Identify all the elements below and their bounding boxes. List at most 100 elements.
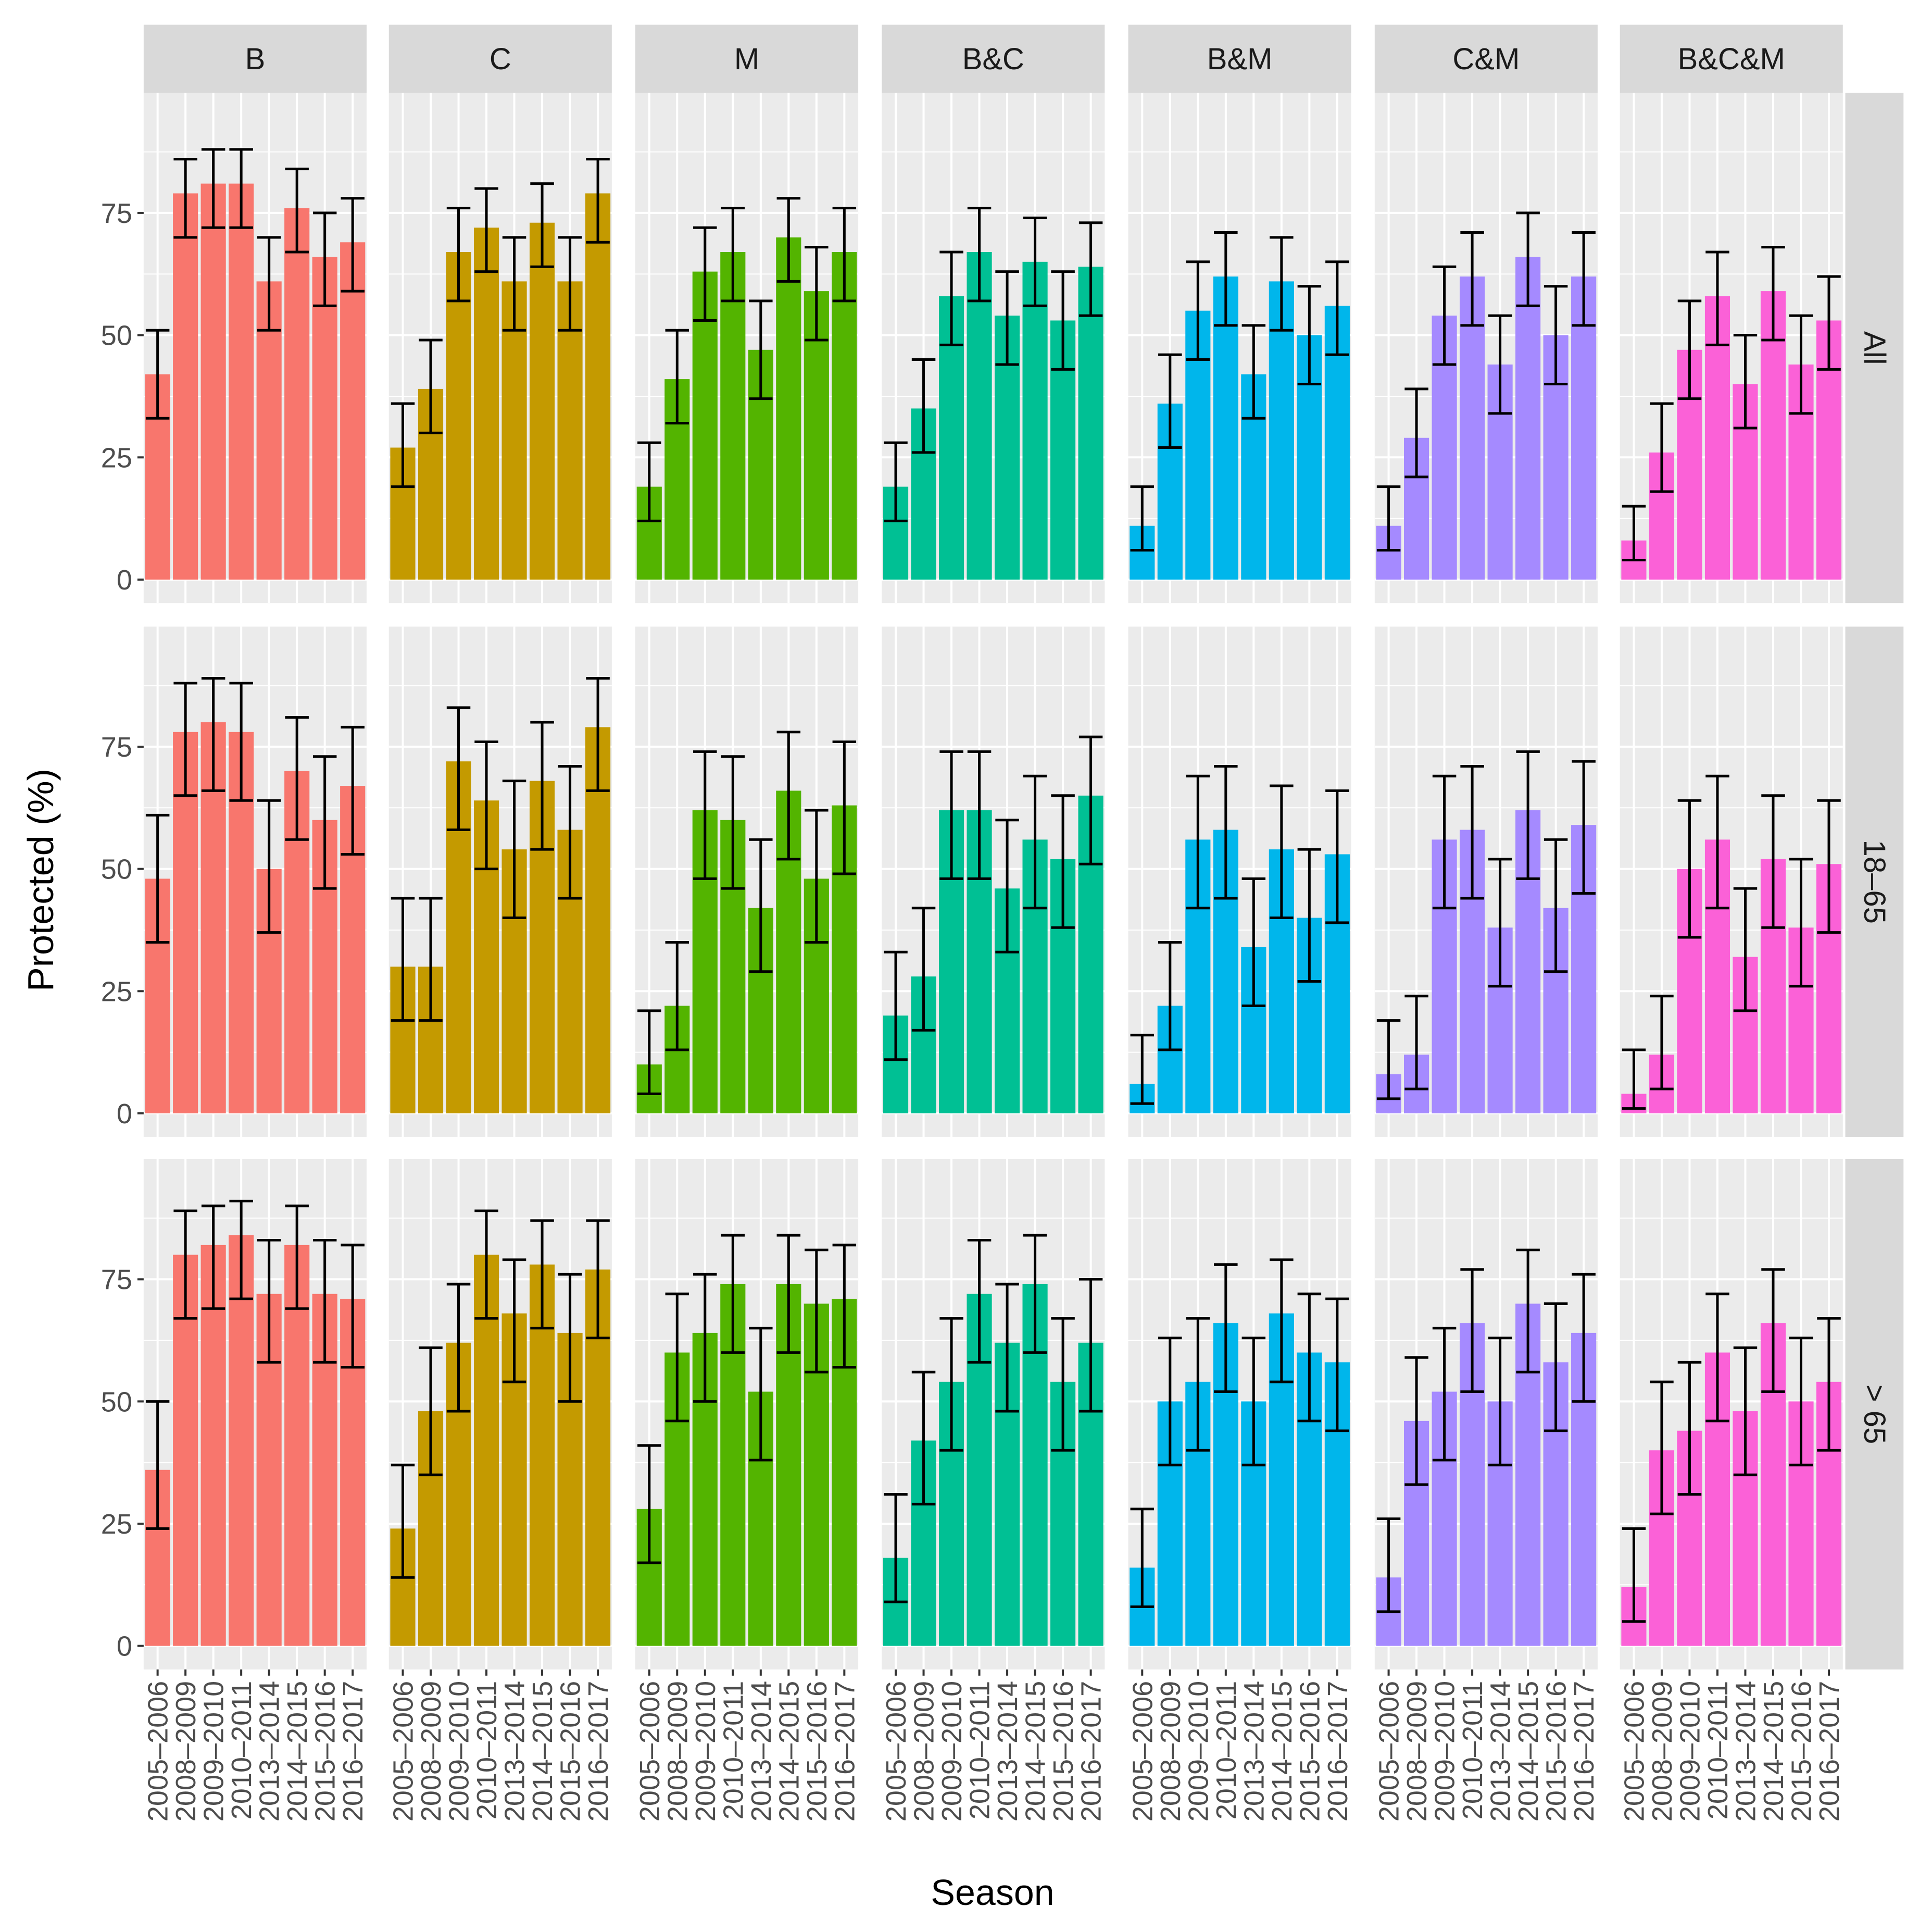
error-bar	[1023, 774, 1047, 910]
facet-panel	[388, 93, 612, 604]
x-tick-label: 2010–2011	[1702, 1681, 1734, 1819]
bar	[1515, 257, 1541, 580]
bar	[1022, 261, 1048, 580]
error-bar	[446, 1283, 471, 1413]
error-bar	[474, 187, 498, 273]
error-bar	[558, 764, 582, 900]
x-tick-label: 2015–2016	[1048, 1681, 1079, 1822]
bar	[967, 252, 992, 580]
error-bar	[201, 1204, 225, 1310]
error-bar	[1705, 1292, 1729, 1423]
error-bar	[1051, 1317, 1075, 1452]
error-bar	[1460, 231, 1484, 327]
error-bar	[832, 1244, 857, 1369]
error-bar	[1544, 1302, 1568, 1433]
bar	[284, 1245, 310, 1646]
error-bar	[1789, 314, 1813, 415]
x-tick-label: 2009–2010	[1674, 1681, 1705, 1822]
facet-panel	[143, 1159, 367, 1670]
x-tick-label: 2013–2014	[1485, 1681, 1516, 1822]
x-tick-label: 2014–2015	[1513, 1681, 1544, 1822]
error-bar	[586, 158, 610, 244]
error-bar	[1432, 774, 1457, 910]
row-strip	[1845, 93, 1904, 604]
x-tick-label: 2016–2017	[1814, 1681, 1845, 1822]
error-bar	[1130, 1508, 1155, 1609]
error-bar	[257, 1238, 281, 1364]
x-tick-label: 2014–2015	[282, 1681, 313, 1822]
facet-panel	[1620, 1159, 1843, 1670]
error-bar	[1677, 1361, 1702, 1496]
error-bar	[1051, 794, 1075, 929]
facet-strip-label: C&M	[1452, 42, 1520, 76]
error-bar	[391, 1463, 415, 1579]
error-bar	[257, 236, 281, 332]
bar	[446, 252, 471, 580]
error-bar	[474, 1209, 498, 1320]
error-bar	[1078, 735, 1103, 865]
error-bar	[1705, 250, 1729, 346]
error-bar	[530, 721, 554, 851]
error-bar	[285, 716, 309, 841]
error-bar	[285, 1204, 309, 1310]
error-bar	[1270, 236, 1294, 332]
error-bar	[665, 940, 689, 1051]
error-bar	[1130, 1034, 1155, 1105]
bar	[529, 222, 555, 580]
x-tick-label: 2015–2016	[310, 1681, 341, 1822]
error-bar	[1078, 221, 1103, 317]
error-bar	[173, 682, 197, 797]
error-bar	[1705, 774, 1729, 910]
error-bar	[749, 838, 773, 973]
y-tick-label: 50	[101, 854, 132, 885]
error-bar	[1158, 1336, 1182, 1466]
x-tick-label: 2015–2016	[555, 1681, 586, 1822]
error-bar	[1023, 1234, 1047, 1354]
error-bar	[884, 1493, 908, 1603]
error-bar	[502, 780, 526, 920]
x-tick-label: 2010–2011	[1457, 1681, 1488, 1819]
x-tick-label: 2008–2009	[1155, 1681, 1186, 1822]
error-bar	[1404, 387, 1428, 479]
row-strip-label: All	[1858, 331, 1891, 365]
error-bar	[1733, 334, 1758, 430]
bar	[585, 193, 611, 580]
x-tick-label: 2009–2010	[198, 1681, 230, 1822]
bar	[1460, 276, 1485, 580]
error-bar	[1404, 995, 1428, 1090]
error-bar	[229, 1199, 253, 1300]
error-bar	[1214, 764, 1238, 900]
error-bar	[1214, 231, 1238, 327]
error-bar	[173, 158, 197, 239]
error-bar	[911, 358, 936, 454]
bar	[173, 193, 198, 580]
error-bar	[1572, 231, 1596, 327]
x-tick-label: 2013–2014	[499, 1681, 531, 1822]
error-bar	[693, 226, 717, 322]
error-bar	[341, 1244, 365, 1369]
error-bar	[1516, 1248, 1540, 1374]
error-bar	[1158, 353, 1182, 449]
error-bar	[995, 819, 1019, 953]
error-bar	[1158, 940, 1182, 1051]
error-bar	[145, 329, 170, 420]
y-tick-label: 0	[117, 1098, 132, 1130]
error-bar	[1650, 1381, 1674, 1515]
facet-strip	[388, 24, 612, 93]
error-bar	[1325, 1297, 1349, 1433]
y-tick-label: 75	[101, 198, 132, 229]
facet-panel	[388, 626, 612, 1137]
facet-panel	[388, 1159, 612, 1670]
bar	[720, 252, 746, 580]
error-bar	[665, 1292, 689, 1423]
error-bar	[721, 1234, 745, 1354]
error-bar	[474, 741, 498, 871]
error-bar	[1733, 887, 1758, 1012]
facet-strip	[143, 24, 367, 93]
x-tick-label: 2009–2010	[1183, 1681, 1214, 1822]
error-bar	[341, 197, 365, 293]
x-tick-label: 2008–2009	[662, 1681, 693, 1822]
x-tick-label: 2015–2016	[1786, 1681, 1817, 1822]
error-bar	[1622, 1048, 1646, 1110]
facet-strip	[1620, 24, 1843, 93]
